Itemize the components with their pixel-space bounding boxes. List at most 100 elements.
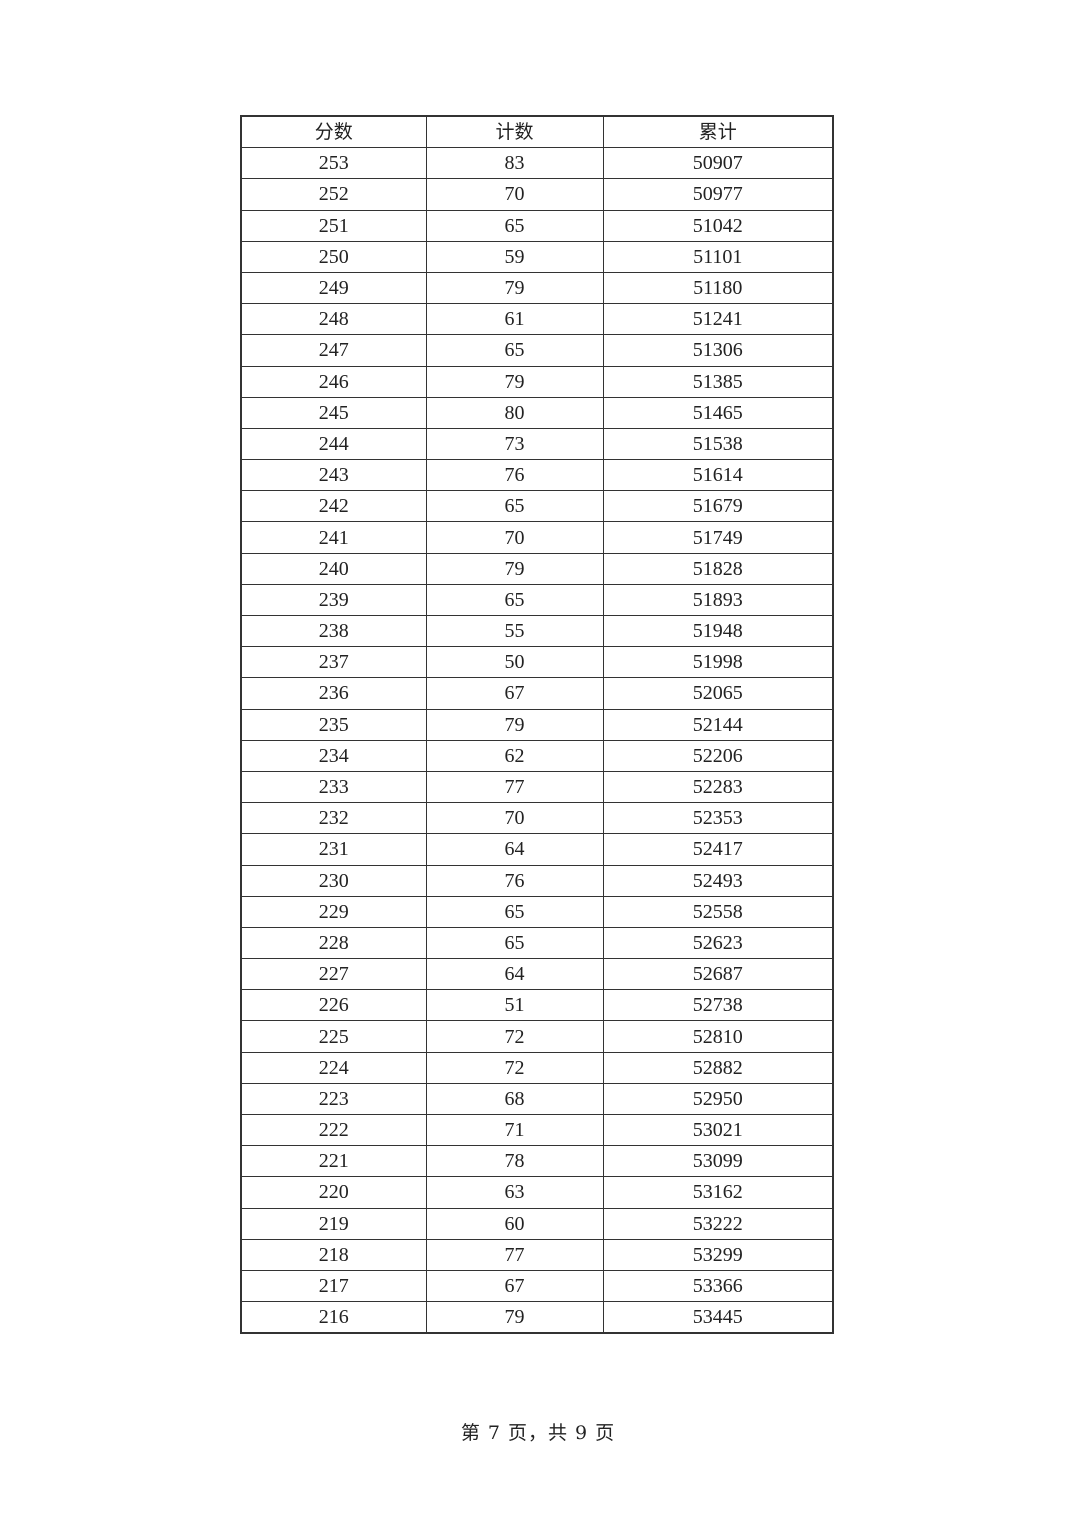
cell-cumulative: 51948 — [602, 614, 834, 648]
table-row: 231 64 52417 — [240, 833, 834, 866]
cell-cumulative: 51749 — [602, 521, 834, 554]
cell-cumulative: 51679 — [602, 490, 834, 523]
header-count: 计数 — [425, 115, 604, 149]
cell-count: 77 — [425, 770, 604, 804]
cell-score: 216 — [240, 1301, 427, 1334]
table-row: 221 78 53099 — [240, 1145, 834, 1178]
table-row: 248 61 51241 — [240, 303, 834, 336]
table-row: 241 70 51749 — [240, 521, 834, 554]
cell-score: 237 — [240, 646, 427, 679]
cell-count: 60 — [425, 1207, 604, 1240]
cell-score: 241 — [240, 521, 427, 554]
table-row: 249 79 51180 — [240, 271, 834, 305]
cell-cumulative: 50977 — [602, 178, 834, 211]
cell-cumulative: 52623 — [602, 926, 834, 960]
table-row: 250 59 51101 — [240, 240, 834, 273]
cell-count: 71 — [425, 1113, 604, 1147]
cell-count: 63 — [425, 1176, 604, 1209]
cell-cumulative: 51465 — [602, 396, 834, 429]
cell-cumulative: 52417 — [602, 833, 834, 866]
table-row: 251 65 51042 — [240, 209, 834, 242]
table-row: 235 79 52144 — [240, 708, 834, 741]
cell-cumulative: 52738 — [602, 989, 834, 1022]
cell-count: 65 — [425, 334, 604, 367]
table-row: 240 79 51828 — [240, 552, 834, 585]
cell-score: 236 — [240, 677, 427, 710]
table-row: 224 72 52882 — [240, 1051, 834, 1084]
cell-cumulative: 53445 — [602, 1301, 834, 1334]
cell-cumulative: 51998 — [602, 646, 834, 679]
table-row: 222 71 53021 — [240, 1113, 834, 1147]
table-row: 228 65 52623 — [240, 926, 834, 960]
cell-cumulative: 51828 — [602, 552, 834, 585]
cell-cumulative: 53366 — [602, 1269, 834, 1303]
cell-score: 219 — [240, 1207, 427, 1240]
table-row: 237 50 51998 — [240, 646, 834, 679]
cell-cumulative: 51306 — [602, 334, 834, 367]
cell-score: 220 — [240, 1176, 427, 1209]
cell-cumulative: 52144 — [602, 708, 834, 741]
cell-count: 83 — [425, 147, 604, 180]
cell-score: 232 — [240, 802, 427, 835]
cell-cumulative: 53162 — [602, 1176, 834, 1209]
cell-count: 70 — [425, 178, 604, 211]
cell-count: 79 — [425, 271, 604, 305]
table-row: 252 70 50977 — [240, 178, 834, 211]
table-row: 238 55 51948 — [240, 614, 834, 648]
cell-count: 61 — [425, 303, 604, 336]
table-row: 220 63 53162 — [240, 1176, 834, 1209]
cell-score: 222 — [240, 1113, 427, 1147]
table-row: 239 65 51893 — [240, 583, 834, 617]
cell-cumulative: 50907 — [602, 147, 834, 180]
cell-score: 217 — [240, 1269, 427, 1303]
cell-score: 240 — [240, 552, 427, 585]
table-row: 216 79 53445 — [240, 1301, 834, 1334]
table-row: 234 62 52206 — [240, 739, 834, 772]
cell-count: 79 — [425, 1301, 604, 1334]
table-row: 242 65 51679 — [240, 490, 834, 523]
cell-score: 248 — [240, 303, 427, 336]
cell-score: 225 — [240, 1020, 427, 1053]
table-header-row: 分数 计数 累计 — [240, 115, 834, 149]
cell-count: 59 — [425, 240, 604, 273]
table-row: 244 73 51538 — [240, 427, 834, 461]
table-row: 226 51 52738 — [240, 989, 834, 1022]
header-score: 分数 — [240, 115, 427, 149]
cell-count: 77 — [425, 1238, 604, 1271]
cell-count: 70 — [425, 802, 604, 835]
cell-count: 50 — [425, 646, 604, 679]
cell-score: 249 — [240, 271, 427, 305]
cell-count: 65 — [425, 490, 604, 523]
cell-count: 76 — [425, 459, 604, 492]
cell-cumulative: 52950 — [602, 1082, 834, 1116]
cell-score: 234 — [240, 739, 427, 772]
cell-score: 230 — [240, 864, 427, 897]
cell-score: 252 — [240, 178, 427, 211]
cell-cumulative: 53021 — [602, 1113, 834, 1147]
cell-cumulative: 53099 — [602, 1145, 834, 1178]
cell-cumulative: 53222 — [602, 1207, 834, 1240]
cell-count: 65 — [425, 926, 604, 960]
header-cumulative: 累计 — [602, 115, 834, 149]
cell-cumulative: 52687 — [602, 958, 834, 991]
cell-cumulative: 52353 — [602, 802, 834, 835]
cell-score: 242 — [240, 490, 427, 523]
cell-count: 64 — [425, 833, 604, 866]
cell-score: 227 — [240, 958, 427, 991]
score-distribution-table: 分数 计数 累计 253 83 50907 252 70 50977 251 65 51042 2… — [240, 115, 834, 1335]
cell-score: 228 — [240, 926, 427, 960]
cell-count: 73 — [425, 427, 604, 461]
cell-count: 51 — [425, 989, 604, 1022]
cell-cumulative: 51538 — [602, 427, 834, 461]
cell-cumulative: 52558 — [602, 895, 834, 928]
cell-cumulative: 51042 — [602, 209, 834, 242]
cell-score: 251 — [240, 209, 427, 242]
cell-score: 243 — [240, 459, 427, 492]
cell-count: 67 — [425, 1269, 604, 1303]
cell-count: 72 — [425, 1051, 604, 1084]
cell-count: 79 — [425, 365, 604, 398]
cell-score: 231 — [240, 833, 427, 866]
cell-cumulative: 51385 — [602, 365, 834, 398]
cell-cumulative: 51101 — [602, 240, 834, 273]
table-body: 253 83 50907 252 70 50977 251 65 51042 250 59 51101… — [240, 147, 834, 1334]
